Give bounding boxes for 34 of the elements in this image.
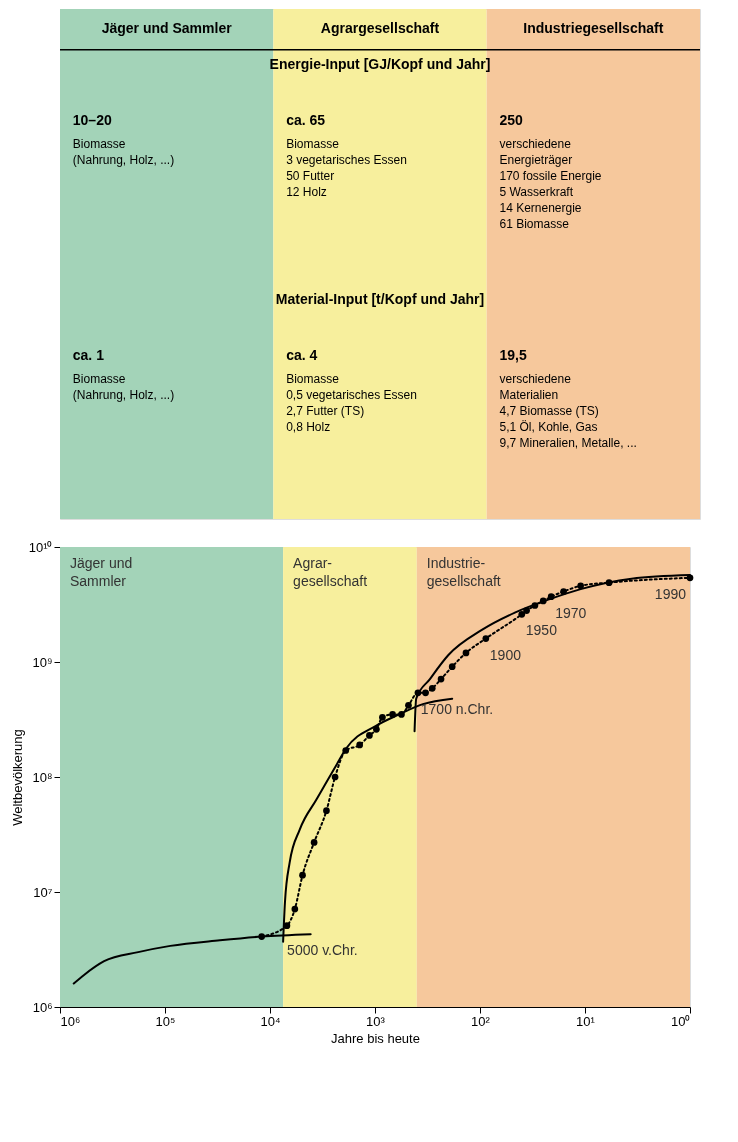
y-tick-label: 10⁶ <box>32 999 53 1015</box>
x-tick-label: 10³ <box>366 1013 386 1029</box>
text: 19,5 verschiedene Materialien 4,7 Biomasse (TS) 5,1 Öl, Kohle, Gas 9,7 Mineralien, Metalle, ... <box>499 346 637 450</box>
category-label: Industriegesellschaft <box>523 20 664 37</box>
x-axis-title: Jahre bis heute <box>331 1030 420 1046</box>
text: 250 verschiedene Energieträger 170 fossile Energie 5 Wasserkraft 14 Kernenergie 61 Biomasse <box>499 112 602 232</box>
text: Material-Input [t/Kopf und Jahr] <box>275 290 485 307</box>
annotation: 5000 v.Chr. <box>287 942 358 959</box>
x-tick-label: 10⁰ <box>671 1013 691 1029</box>
annotation: 1950 <box>525 622 558 639</box>
annotation: 1900 <box>489 646 522 663</box>
category-label: Agrargesellschaft <box>320 20 440 37</box>
y-axis-title: Weltbevölkerung <box>9 729 25 826</box>
annotation: 1700 n.Chr. <box>420 700 494 717</box>
text: ca. 4 Biomasse 0,5 vegetarisches Essen 2,7 Futter (TS) 0,8 Holz <box>286 346 417 434</box>
band-label: Industrie- gesellschaft <box>426 555 501 589</box>
category-label: Jäger und Sammler <box>101 20 233 37</box>
x-tick-label: 10⁶ <box>60 1013 81 1029</box>
x-tick-label: 10⁴ <box>260 1013 281 1029</box>
y-tick-label: 10¹⁰ <box>28 539 53 555</box>
y-tick-label: 10⁸ <box>32 769 53 785</box>
y-tick-label: 10⁹ <box>32 654 53 670</box>
annotation: 1970 <box>555 604 587 621</box>
x-tick-label: 10¹ <box>576 1013 596 1029</box>
x-tick-label: 10² <box>471 1013 491 1029</box>
text: ca. 1 Biomasse (Nahrung, Holz, ...) <box>72 346 175 402</box>
text: ca. 65 Biomasse 3 vegetarisches Essen 50 Futter 12 Holz <box>286 112 407 200</box>
x-tick-label: 10⁵ <box>155 1013 176 1029</box>
text: Energie-Input [GJ/Kopf und Jahr] <box>269 56 491 73</box>
y-tick-label: 10⁷ <box>33 884 53 900</box>
annotation: 1990 <box>654 585 687 602</box>
band-label: Jäger und Sammler <box>70 555 133 589</box>
band-label: Agrar- gesellschaft <box>293 555 368 589</box>
text: 10–20 Biomasse (Nahrung, Holz, ...) <box>72 112 175 168</box>
